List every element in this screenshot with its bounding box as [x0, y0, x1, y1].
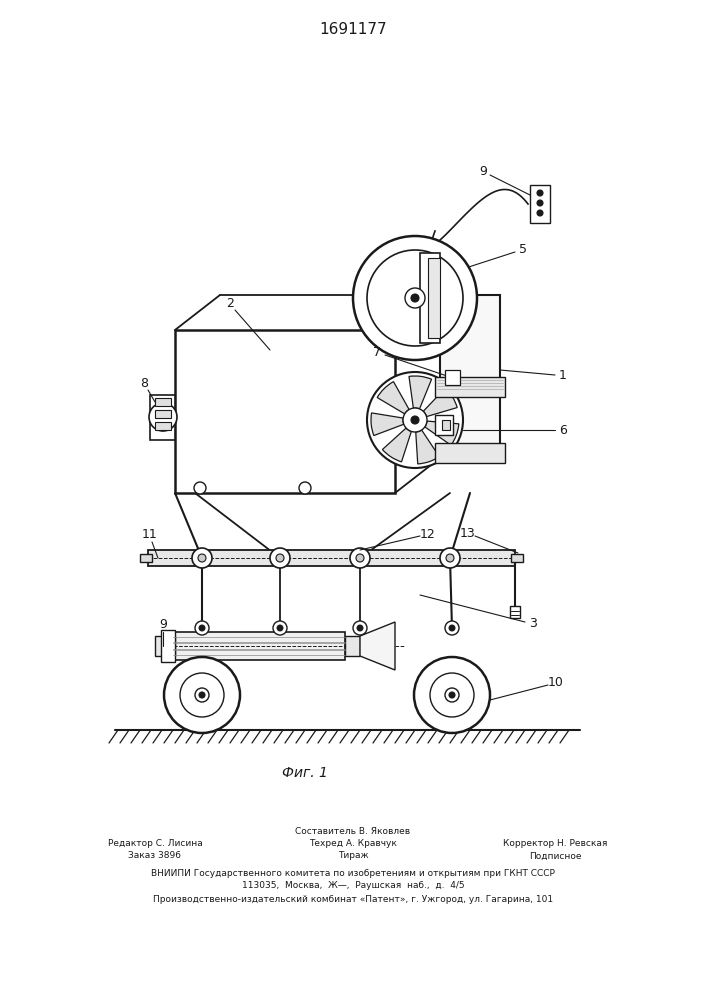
Text: Фиг. 1: Фиг. 1: [282, 766, 328, 780]
Bar: [155, 636, 175, 656]
Wedge shape: [425, 421, 459, 445]
Circle shape: [180, 673, 224, 717]
Bar: [155, 410, 171, 418]
Circle shape: [149, 403, 177, 431]
Text: 9: 9: [479, 165, 487, 178]
Wedge shape: [371, 413, 404, 436]
Circle shape: [353, 236, 477, 360]
Bar: [442, 420, 450, 430]
Circle shape: [195, 688, 209, 702]
Wedge shape: [423, 388, 457, 417]
Text: 2: 2: [226, 297, 234, 310]
Text: 1: 1: [559, 369, 567, 382]
Text: 5: 5: [519, 243, 527, 256]
Circle shape: [270, 548, 290, 568]
Bar: [150, 395, 175, 440]
Circle shape: [430, 673, 474, 717]
Circle shape: [367, 250, 463, 346]
Text: 6: 6: [559, 424, 567, 436]
Bar: [440, 295, 500, 458]
Bar: [155, 398, 171, 406]
Circle shape: [449, 692, 455, 698]
Circle shape: [276, 554, 284, 562]
Circle shape: [440, 548, 460, 568]
Wedge shape: [377, 382, 409, 414]
Bar: [161, 630, 175, 662]
Circle shape: [357, 625, 363, 631]
Bar: [148, 550, 515, 566]
Circle shape: [356, 554, 364, 562]
Wedge shape: [409, 376, 431, 409]
Bar: [435, 377, 505, 397]
Text: 9: 9: [159, 617, 167, 631]
Text: 3: 3: [529, 617, 537, 630]
Circle shape: [192, 548, 212, 568]
Circle shape: [445, 688, 459, 702]
Circle shape: [299, 482, 311, 494]
Text: 12: 12: [420, 528, 436, 541]
Circle shape: [537, 190, 543, 196]
Text: ВНИИПИ Государственного комитета по изобретениям и открытиям при ГКНТ СССР: ВНИИПИ Государственного комитета по изоб…: [151, 868, 555, 878]
Circle shape: [414, 657, 490, 733]
Text: 11: 11: [141, 528, 157, 541]
Circle shape: [273, 621, 287, 635]
Polygon shape: [360, 622, 395, 670]
Text: Составитель В. Яковлев: Составитель В. Яковлев: [296, 826, 411, 836]
Text: Техред А. Кравчук: Техред А. Кравчук: [309, 838, 397, 848]
Circle shape: [195, 621, 209, 635]
Text: Подписное: Подписное: [529, 852, 581, 860]
Text: Корректор Н. Ревская: Корректор Н. Ревская: [503, 838, 607, 848]
Bar: [445, 370, 460, 385]
Bar: [428, 258, 440, 338]
Circle shape: [350, 548, 370, 568]
Circle shape: [198, 554, 206, 562]
Circle shape: [411, 294, 419, 302]
Circle shape: [403, 408, 427, 432]
Circle shape: [445, 621, 459, 635]
Bar: [435, 415, 453, 435]
Bar: [420, 253, 440, 343]
Circle shape: [199, 692, 205, 698]
Circle shape: [537, 200, 543, 206]
Text: Редактор С. Лисина: Редактор С. Лисина: [107, 838, 202, 848]
Wedge shape: [382, 428, 411, 462]
Text: 7: 7: [373, 346, 381, 359]
Circle shape: [353, 621, 367, 635]
Circle shape: [199, 625, 205, 631]
Bar: [511, 554, 523, 562]
Text: 10: 10: [548, 676, 563, 689]
Bar: [155, 422, 171, 430]
Bar: [173, 632, 345, 660]
Bar: [510, 606, 520, 618]
Text: 1691177: 1691177: [319, 22, 387, 37]
Bar: [435, 443, 505, 463]
Circle shape: [537, 210, 543, 216]
Circle shape: [449, 625, 455, 631]
Bar: [175, 330, 395, 493]
Text: Заказ 3896: Заказ 3896: [129, 852, 182, 860]
Bar: [530, 185, 550, 223]
Circle shape: [405, 288, 425, 308]
Circle shape: [277, 625, 283, 631]
Text: 13: 13: [460, 527, 475, 540]
Circle shape: [411, 416, 419, 424]
Circle shape: [446, 554, 454, 562]
Bar: [345, 636, 360, 656]
Text: 113035,  Москва,  Ж—̵,  Раушская  наб.,  д.  4/5: 113035, Москва, Ж—̵, Раушская наб., д. 4…: [242, 882, 464, 890]
Bar: [140, 554, 152, 562]
Text: 8: 8: [140, 377, 148, 390]
Circle shape: [164, 657, 240, 733]
Text: Тираж: Тираж: [338, 852, 368, 860]
Text: Производственно-издательский комбинат «Патент», г. Ужгород, ул. Гагарина, 101: Производственно-издательский комбинат «П…: [153, 894, 553, 904]
Wedge shape: [416, 430, 439, 464]
Circle shape: [367, 372, 463, 468]
Circle shape: [194, 482, 206, 494]
